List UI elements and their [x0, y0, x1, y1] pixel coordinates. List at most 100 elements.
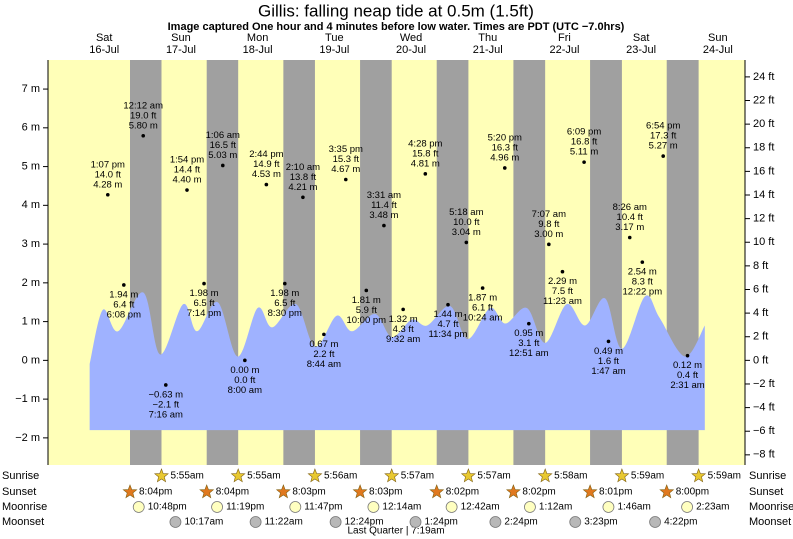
tide-point — [264, 182, 269, 187]
moonrise-time: 10:48pm — [148, 502, 187, 513]
sunset-icon — [199, 484, 215, 499]
tide-point — [627, 235, 632, 240]
y2-tick-label: −8 ft — [753, 449, 775, 461]
tide-point — [243, 358, 247, 363]
moonrise-icon — [524, 501, 536, 513]
chart-subtitle: Image captured One hour and 4 minutes be… — [168, 21, 625, 33]
tide-meters: 0.67 m — [309, 339, 338, 350]
y2-tick-label: 4 ft — [753, 307, 768, 319]
moonset-row-label: Moonset — [749, 516, 791, 528]
date-label: 17-Jul — [166, 44, 196, 56]
tide-feet: 6.4 ft — [113, 299, 134, 310]
tide-feet: 4.3 ft — [393, 324, 414, 335]
tide-time: 12:12 am — [123, 100, 163, 111]
sunrise-icon — [384, 468, 400, 483]
y2-tick-label: 12 ft — [753, 213, 774, 225]
moonrise-row-label: Moonrise — [2, 501, 47, 513]
tide-meters: −0.63 m — [149, 389, 184, 400]
date-label: 21-Jul — [473, 44, 503, 56]
tide-feet: 10.0 ft — [453, 217, 480, 228]
sunrise-row-label: Sunrise — [749, 470, 786, 482]
sunset-time: 8:04pm — [216, 487, 249, 498]
tide-time: 2:31 am — [670, 380, 704, 391]
y-tick-label: −2 m — [15, 432, 40, 444]
weekday-label: Tue — [325, 32, 344, 44]
moonset-icon — [249, 516, 262, 528]
y-tick-label: 6 m — [22, 122, 40, 134]
tide-feet: 8.3 ft — [632, 277, 653, 288]
tide-meters: 0.00 m — [230, 365, 259, 376]
tide-meters: 5.80 m — [129, 120, 158, 131]
tide-point — [464, 240, 469, 245]
y2-tick-label: 6 ft — [753, 283, 768, 295]
tide-feet: 16.3 ft — [492, 142, 519, 153]
moonrise-icon — [445, 501, 458, 513]
y2-tick-label: 2 ft — [753, 331, 768, 343]
date-label: 20-Jul — [396, 44, 426, 56]
tide-time: 8:30 pm — [268, 308, 302, 319]
tide-feet: 5.9 ft — [356, 305, 377, 316]
tide-point — [202, 281, 206, 286]
tide-time: 11:23 am — [543, 296, 582, 307]
y-tick-label: 1 m — [22, 316, 40, 328]
tide-point — [527, 321, 531, 326]
tide-time: 3:35 pm — [329, 144, 363, 155]
tide-meters: 1.98 m — [270, 288, 299, 299]
moonrise-icon — [681, 501, 694, 513]
moonrise-icon — [367, 501, 380, 513]
y-tick-label: 3 m — [22, 238, 40, 250]
tide-feet: 14.4 ft — [174, 165, 201, 176]
sunset-time: 8:00pm — [676, 487, 709, 498]
tide-feet: 10.4 ft — [617, 212, 644, 223]
moonset-icon — [409, 516, 422, 528]
tide-feet: 11.4 ft — [371, 200, 397, 211]
moonrise-time: 12:42am — [461, 502, 500, 513]
tide-meters: 4.40 m — [172, 175, 201, 186]
moonset-icon — [169, 516, 182, 528]
tide-area — [89, 292, 705, 431]
tide-point — [301, 195, 305, 200]
y-tick-label: 0 m — [22, 354, 40, 366]
sunset-time: 8:02pm — [522, 487, 555, 498]
tide-time: 2:44 pm — [249, 149, 283, 160]
tide-time: 6:54 pm — [646, 121, 680, 132]
tide-point — [322, 332, 326, 337]
tide-meters: 4.53 m — [252, 169, 281, 180]
tide-time: 6:09 pm — [567, 127, 601, 138]
y2-tick-label: 16 ft — [753, 165, 774, 177]
tide-feet: 13.8 ft — [290, 172, 317, 183]
tide-feet: 0.4 ft — [677, 370, 698, 381]
sunset-time: 8:02pm — [446, 487, 479, 498]
moonset-icon — [489, 516, 502, 528]
sunrise-time: 5:56am — [324, 471, 357, 482]
sunrise-icon — [153, 468, 169, 483]
tide-time: 2:10 am — [286, 162, 320, 173]
tide-meters: 2.29 m — [548, 276, 577, 287]
tide-meters: 0.49 m — [594, 346, 623, 357]
tide-feet: 0.0 ft — [234, 375, 255, 386]
tide-point — [105, 192, 110, 197]
tide-meters: 3.04 m — [452, 227, 481, 238]
tide-feet: 14.9 ft — [253, 159, 280, 170]
moonrise-icon — [289, 501, 302, 513]
sunrise-time: 5:57am — [477, 471, 510, 482]
tide-feet: 15.3 ft — [333, 154, 360, 165]
tide-time: 4:28 pm — [408, 138, 442, 149]
tide-feet: 3.1 ft — [518, 338, 539, 349]
tide-meters: 3.48 m — [369, 210, 398, 221]
date-label: 23-Jul — [626, 44, 656, 56]
tide-feet: 14.0 ft — [95, 169, 122, 180]
sunset-icon — [505, 484, 521, 499]
sunrise-icon — [691, 468, 707, 483]
sunrise-icon — [537, 468, 553, 483]
tide-feet: 15.8 ft — [412, 148, 439, 159]
tide-feet: 16.5 ft — [210, 140, 237, 151]
tide-time: 5:20 pm — [488, 132, 522, 143]
tide-point — [480, 286, 485, 290]
tide-feet: 17.3 ft — [650, 131, 677, 142]
y-tick-label: 2 m — [22, 277, 40, 289]
chart-title: Gillis: falling neap tide at 0.5m (1.5ft… — [258, 1, 534, 20]
moonset-time: 4:22pm — [664, 517, 697, 528]
y2-tick-label: −6 ft — [753, 425, 775, 437]
moonrise-icon — [602, 501, 615, 513]
